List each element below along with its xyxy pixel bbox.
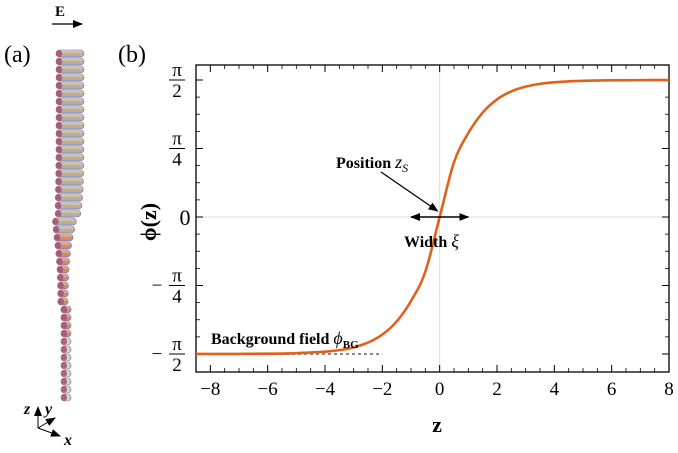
rod-end-cap xyxy=(55,186,62,193)
x-tick-label: −2 xyxy=(372,379,392,400)
rod-end-cap xyxy=(55,74,63,81)
background-label-text: Background field xyxy=(211,331,333,348)
rod-end-cap xyxy=(55,50,63,57)
y-tick-label-num: π xyxy=(172,60,182,81)
field-e-label: E xyxy=(55,4,65,20)
x-axis-label: z xyxy=(432,412,442,437)
rod-end-cap xyxy=(55,138,63,145)
rod-end-cap xyxy=(55,170,62,177)
y-tick-label: 0 xyxy=(180,205,191,230)
position-label-text: Position xyxy=(336,155,395,172)
x-tick-label: 2 xyxy=(492,379,502,400)
position-label: Position zS xyxy=(336,152,408,175)
zero-gridlines xyxy=(196,65,669,372)
y-tick-label-den: 4 xyxy=(172,287,182,308)
background-label: Background field ϕBG xyxy=(211,328,359,351)
y-tick-label-sign: − xyxy=(152,344,163,365)
rod-end-cap xyxy=(55,114,63,121)
y-tick-label-den: 2 xyxy=(172,81,182,102)
rod-end-cap xyxy=(55,250,63,257)
y-tick-label-den: 4 xyxy=(172,150,182,171)
rod-end-cap xyxy=(60,322,68,329)
rod-end-cap xyxy=(54,202,62,209)
series-layer xyxy=(195,78,670,356)
x-tick-label: −8 xyxy=(200,379,220,400)
rod-end-cap xyxy=(60,394,68,401)
series-line-phi xyxy=(195,78,670,356)
x-tick-label: 6 xyxy=(607,379,617,400)
rod-end-cap xyxy=(60,354,68,361)
rod-end-cap xyxy=(55,106,63,113)
triad-z-label: z xyxy=(23,401,31,418)
rod-end-cap xyxy=(55,194,62,201)
position-sub: S xyxy=(402,161,408,175)
y-tick-label-num: π xyxy=(172,266,182,287)
x-axis-ticks: −8 −6 −4 −2 0 2 4 6 8 xyxy=(200,65,674,400)
rod-end-cap xyxy=(55,210,62,217)
rod-end-cap xyxy=(52,218,59,225)
triad-y-arrow xyxy=(37,417,56,429)
axis-triad: z y x xyxy=(23,401,72,449)
rod-end-cap xyxy=(55,58,63,65)
rod-end-cap xyxy=(57,298,65,305)
rod-end-cap xyxy=(55,146,63,153)
y-axis-label: ϕ(z) xyxy=(136,203,161,241)
background-sub: BG xyxy=(343,339,359,351)
rod-end-cap xyxy=(60,338,68,345)
rod-end-cap xyxy=(55,82,63,89)
x-tick-label: −6 xyxy=(258,379,278,400)
y-tick-label-den: 2 xyxy=(172,355,182,376)
rod-end-cap xyxy=(57,290,64,297)
rod-end-cap xyxy=(60,306,68,313)
rod-end-cap xyxy=(55,130,63,137)
position-var: z xyxy=(394,152,402,172)
rod-end-cap xyxy=(55,178,62,185)
rod-end-cap xyxy=(60,314,68,321)
x-tick-label: 0 xyxy=(435,379,445,400)
rod-end-cap xyxy=(56,258,63,265)
annotations: Position zS Width ξ Background field ϕBG xyxy=(211,152,470,351)
rod-end-cap xyxy=(52,226,60,233)
y-axis-label-text: ϕ(z) xyxy=(136,203,161,241)
rod-end-cap xyxy=(60,386,68,393)
rod-end-cap xyxy=(53,234,61,241)
panel-b-label: (b) xyxy=(118,42,146,68)
rod-end-cap xyxy=(55,122,63,129)
y-tick-label-sign: − xyxy=(152,276,163,297)
triad-x-label: x xyxy=(63,432,72,449)
rod-end-cap xyxy=(57,274,64,281)
background-var: ϕ xyxy=(333,328,342,348)
rod-end-cap xyxy=(60,330,68,337)
rod-end-cap xyxy=(60,362,68,369)
y-tick-label-num: π xyxy=(172,334,182,355)
x-tick-label: 4 xyxy=(550,379,560,400)
width-label: Width ξ xyxy=(404,231,459,251)
rod-end-cap xyxy=(56,266,64,273)
triad-y-label: y xyxy=(43,401,53,418)
width-label-text: Width xyxy=(404,234,451,251)
plot-frame xyxy=(195,64,670,373)
rod-end-cap xyxy=(60,378,68,385)
triad-x-arrow xyxy=(37,427,61,437)
x-tick-label: −4 xyxy=(315,379,336,400)
rod-end-cap xyxy=(55,98,63,105)
width-var: ξ xyxy=(451,231,459,251)
rod-end-cap xyxy=(60,346,68,353)
rod-end-cap xyxy=(55,66,63,73)
rod-end-cap xyxy=(57,282,64,289)
x-tick-label: 8 xyxy=(664,379,674,400)
rod-end-cap xyxy=(60,370,68,377)
panel-a-label: (a) xyxy=(4,42,31,68)
position-arrow xyxy=(380,171,439,212)
rod-end-cap xyxy=(55,90,63,97)
y-tick-label-num: π xyxy=(172,129,182,150)
rod-end-cap xyxy=(55,162,63,169)
molecular-rod-stack xyxy=(52,49,85,402)
rod-end-cap xyxy=(55,154,63,161)
rod-end-cap xyxy=(54,242,62,249)
